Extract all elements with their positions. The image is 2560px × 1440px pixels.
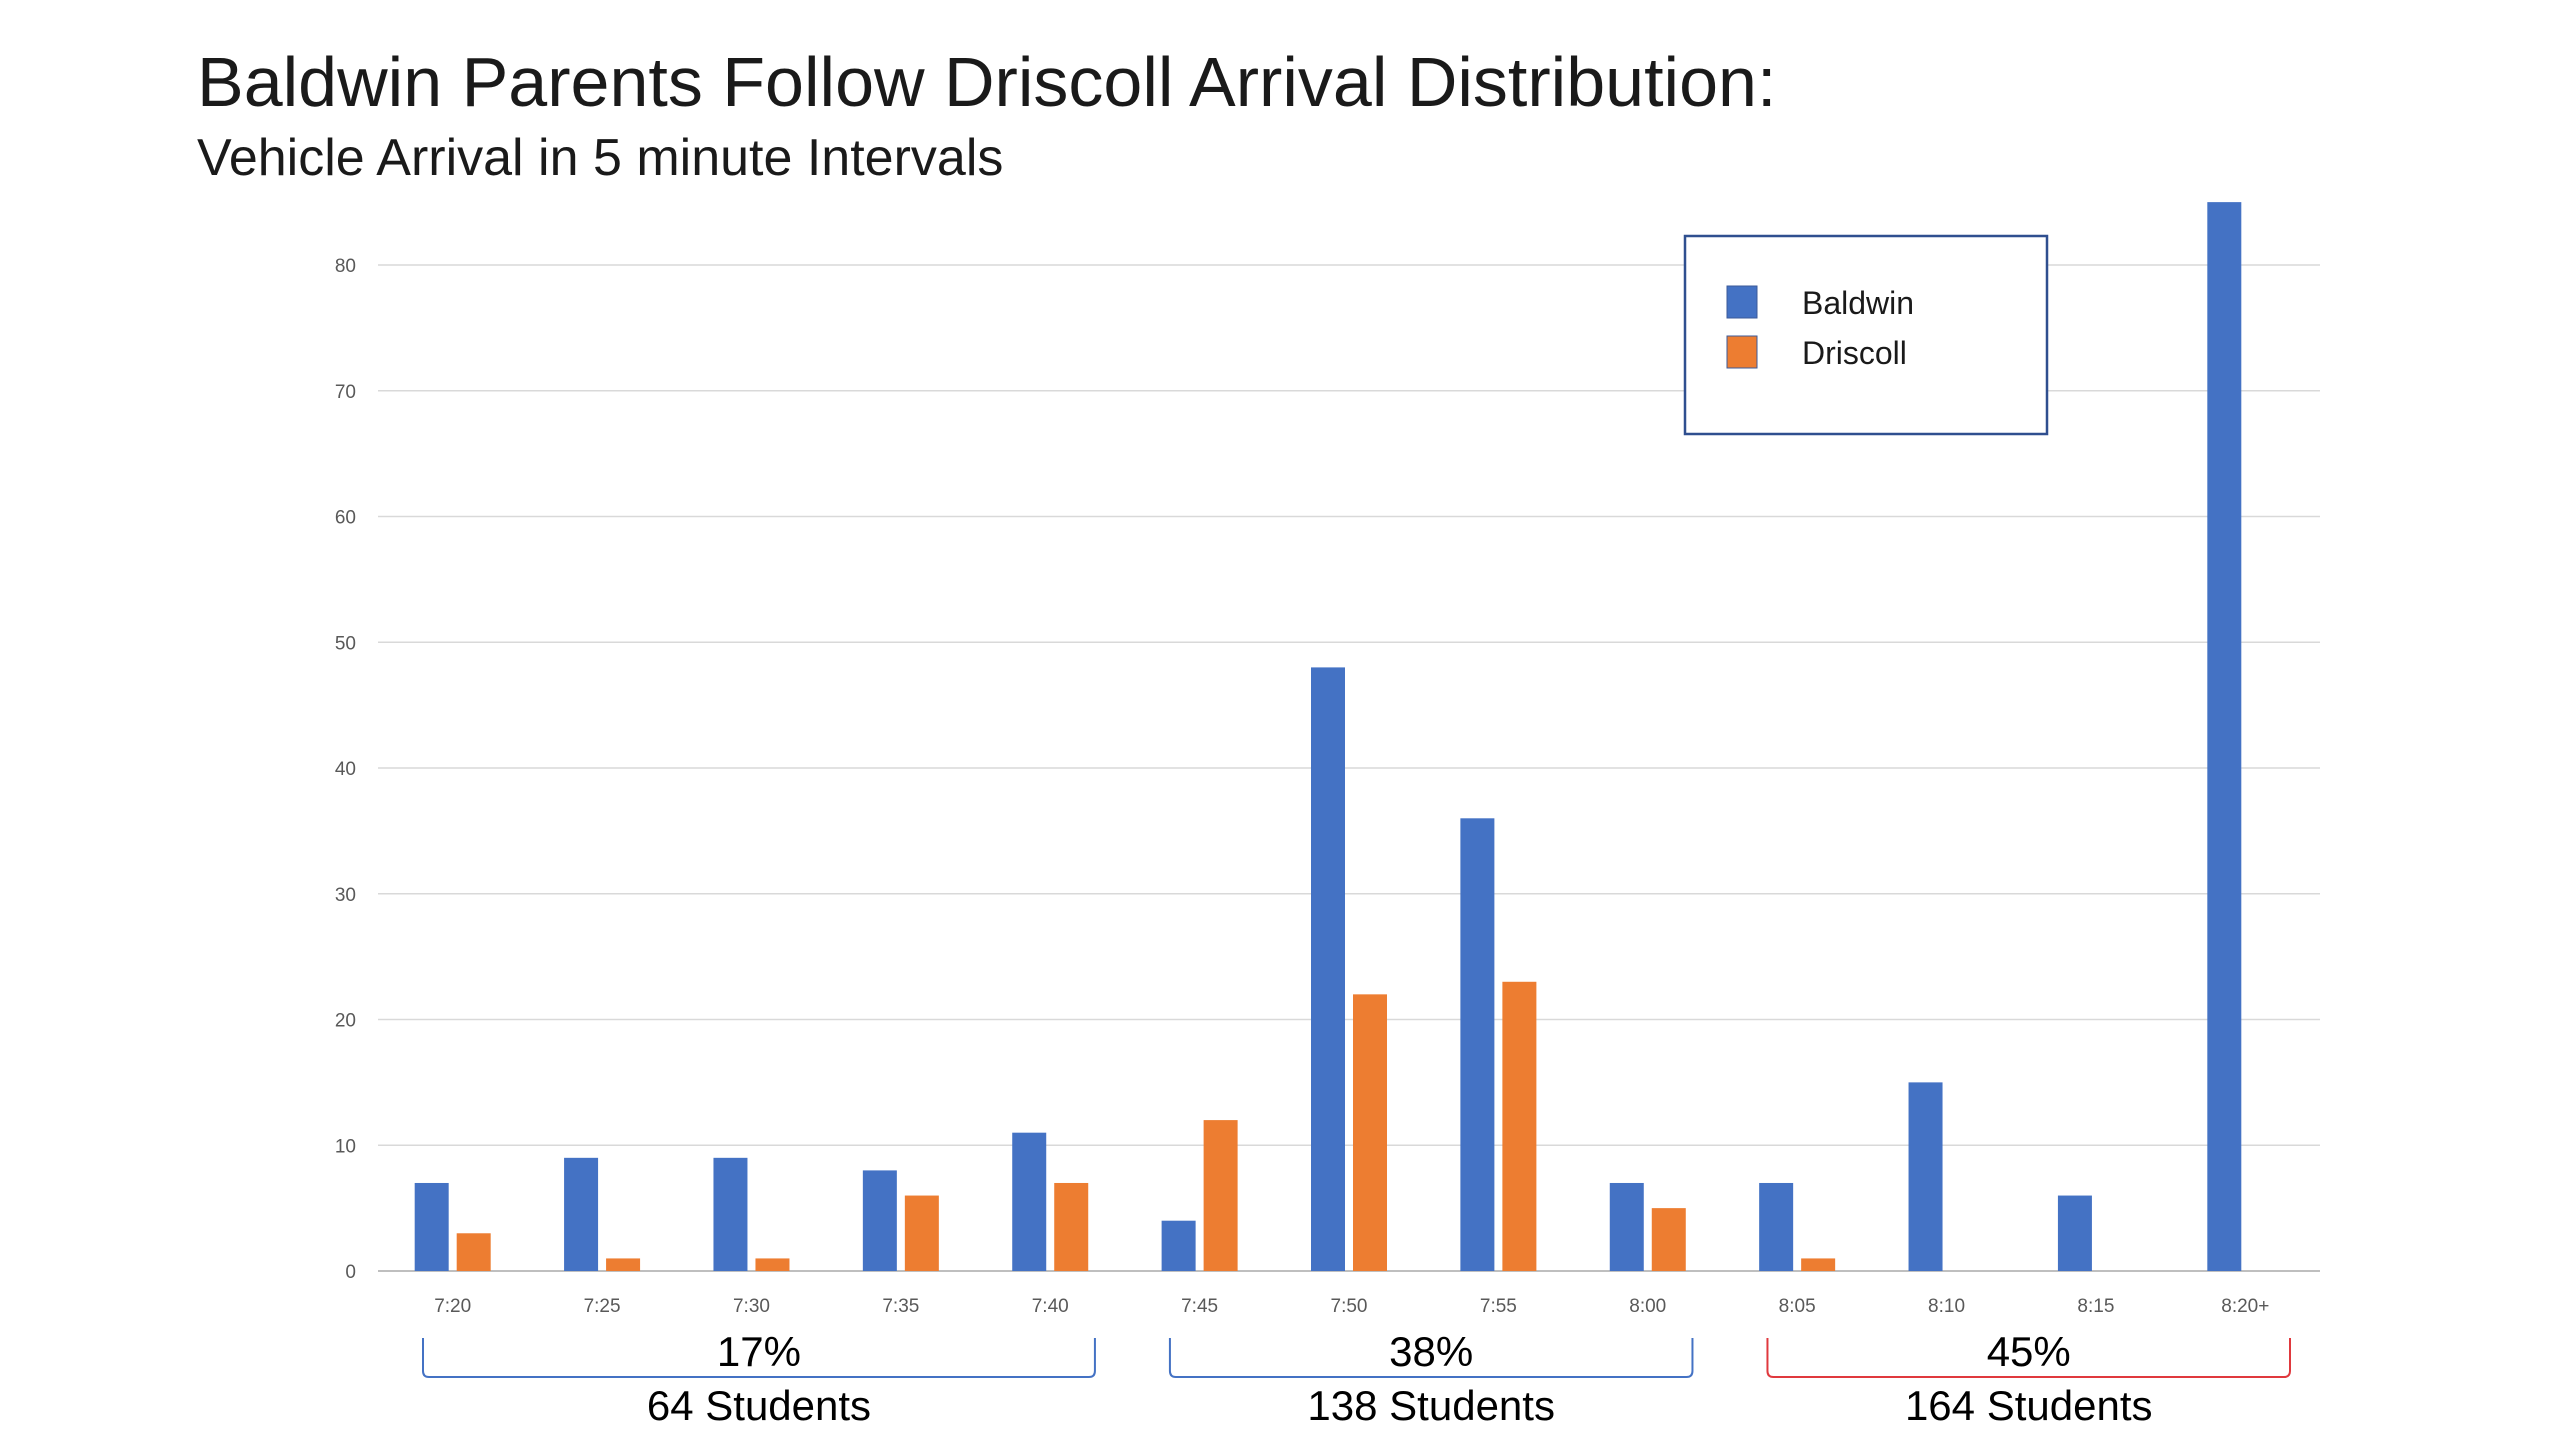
legend-swatch-driscoll: [1726, 335, 1758, 369]
bar-driscoll: [456, 1233, 491, 1271]
y-tick-label: 0: [345, 1262, 356, 1283]
bar-baldwin: [414, 1182, 449, 1271]
bar-driscoll: [1502, 981, 1537, 1271]
x-tick-label: 8:20+: [2221, 1296, 2269, 1317]
x-tick-label: 7:45: [1181, 1296, 1218, 1317]
chart-subtitle: Vehicle Arrival in 5 minute Intervals: [197, 129, 1004, 187]
y-tick-label: 80: [335, 256, 356, 277]
y-tick-label: 70: [335, 382, 356, 403]
bar-driscoll: [1801, 1258, 1836, 1271]
group-percent: 45%: [1987, 1328, 2071, 1375]
group-student-count: 138 Students: [1307, 1382, 1555, 1429]
bar-baldwin: [2207, 202, 2242, 1271]
y-axis-ticks: 0 10 20 30 40 50 60 70 80: [335, 256, 356, 1283]
bar-baldwin: [862, 1170, 897, 1271]
group-bracket: [1766, 1338, 2291, 1378]
legend-label-baldwin: Baldwin: [1802, 285, 1914, 321]
group-percent: 38%: [1389, 1328, 1473, 1375]
bar-driscoll: [904, 1195, 939, 1271]
x-tick-label: 7:30: [733, 1296, 770, 1317]
bar-baldwin: [1908, 1082, 1943, 1271]
x-tick-label: 7:40: [1032, 1296, 1069, 1317]
chart-title: Baldwin Parents Follow Driscoll Arrival …: [197, 43, 1777, 121]
legend: Baldwin Driscoll: [1683, 234, 2049, 436]
x-tick-label: 8:00: [1629, 1296, 1666, 1317]
bar-baldwin: [2057, 1195, 2092, 1271]
bar-baldwin: [564, 1157, 599, 1271]
interval-groups: 17% 64 Students 38% 138 Students 45% 164 Stud…: [422, 1328, 2291, 1429]
group-bracket: [1168, 1338, 1694, 1378]
legend-label-driscoll: Driscoll: [1802, 335, 1907, 371]
y-tick-label: 40: [335, 759, 356, 780]
legend-box: [1683, 234, 2049, 436]
group-student-count: 64 Students: [647, 1382, 871, 1429]
bar-driscoll: [1353, 994, 1387, 1271]
bar-driscoll: [1054, 1182, 1089, 1271]
bar-baldwin: [1759, 1182, 1794, 1271]
bar-baldwin: [1012, 1132, 1047, 1271]
bar-baldwin: [1609, 1182, 1644, 1271]
bar-driscoll: [1203, 1120, 1238, 1271]
bar-baldwin: [1460, 818, 1495, 1271]
group-bracket: [422, 1338, 1096, 1378]
group-percent: 17%: [717, 1328, 801, 1375]
x-tick-label: 8:10: [1928, 1296, 1965, 1317]
x-axis-ticks: 7:20 7:25 7:30 7:35 7:40 7:45 7:50 7:55 8:00 8:05…: [434, 1296, 2269, 1317]
bar-baldwin: [1161, 1220, 1196, 1271]
y-tick-label: 10: [335, 1136, 356, 1157]
x-tick-label: 8:15: [2077, 1296, 2114, 1317]
y-tick-label: 30: [335, 885, 356, 906]
bar-driscoll: [606, 1258, 641, 1271]
x-tick-label: 7:25: [584, 1296, 621, 1317]
y-tick-label: 60: [335, 508, 356, 529]
legend-swatch-baldwin: [1726, 285, 1758, 319]
bar-baldwin: [713, 1157, 748, 1271]
bars: [414, 202, 2242, 1271]
group-student-count: 164 Students: [1905, 1382, 2153, 1429]
x-tick-label: 7:55: [1480, 1296, 1517, 1317]
x-tick-label: 7:35: [882, 1296, 919, 1317]
x-tick-label: 7:20: [434, 1296, 471, 1317]
y-tick-label: 50: [335, 633, 356, 654]
x-tick-label: 8:05: [1779, 1296, 1816, 1317]
y-tick-label: 20: [335, 1011, 356, 1032]
bar-driscoll: [1651, 1208, 1686, 1271]
bar-baldwin: [1311, 667, 1345, 1271]
bar-driscoll: [755, 1258, 790, 1271]
x-tick-label: 7:50: [1331, 1296, 1368, 1317]
